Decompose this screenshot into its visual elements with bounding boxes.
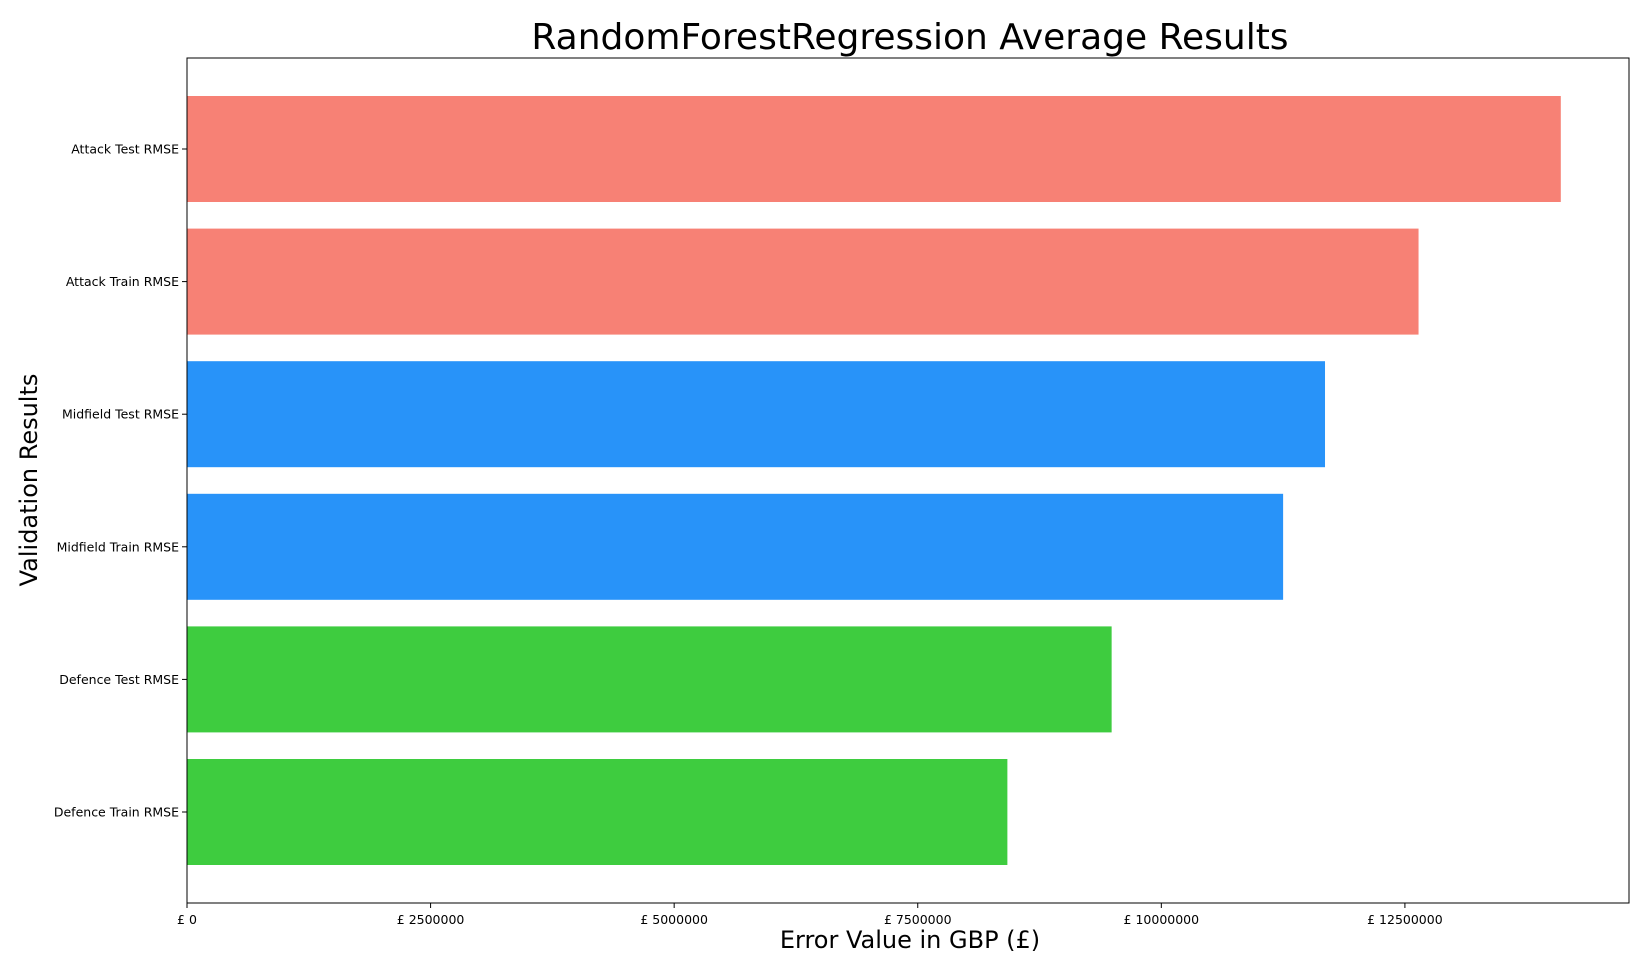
bars-layer — [187, 96, 1561, 865]
y-axis-label: Validation Results — [15, 374, 43, 587]
x-tick-label: £ 5000000 — [640, 912, 708, 927]
y-tick-label: Midfield Train RMSE — [57, 539, 180, 554]
ticks-layer: Attack Test RMSE Attack Train RMSE Midfiel… — [54, 142, 1443, 928]
y-tick-label: Defence Train RMSE — [54, 805, 179, 820]
bar-defence-train-rmse — [187, 759, 1008, 865]
bar-defence-test-rmse — [187, 626, 1112, 733]
bar-midfield-test-rmse — [187, 361, 1326, 468]
y-tick-label: Defence Test RMSE — [59, 672, 179, 687]
x-tick-label: £ 7500000 — [884, 912, 952, 927]
y-tick-label: Attack Test RMSE — [71, 142, 179, 157]
bar-attack-test-rmse — [187, 96, 1561, 202]
y-tick-label: Midfield Test RMSE — [62, 407, 179, 422]
x-tick-label: £ 2500000 — [397, 912, 465, 927]
x-tick-label: £ 0 — [177, 912, 197, 927]
bar-attack-train-rmse — [187, 228, 1419, 335]
plot-frame — [186, 57, 1630, 904]
x-axis-label: Error Value in GBP (£) — [780, 926, 1040, 954]
chart-title: RandomForestRegression Average Results — [531, 17, 1288, 58]
x-tick-label: £ 12500000 — [1367, 912, 1443, 927]
y-tick-label: Attack Train RMSE — [66, 274, 179, 289]
x-tick-label: £ 10000000 — [1124, 912, 1200, 927]
bar-midfield-train-rmse — [187, 493, 1284, 600]
